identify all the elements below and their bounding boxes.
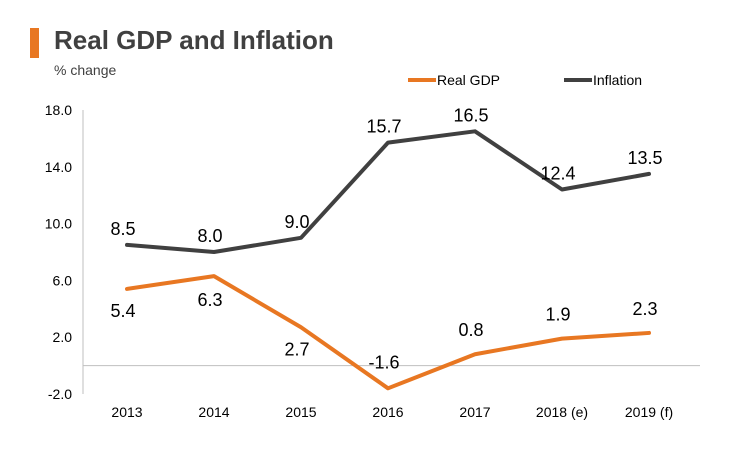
y-tick-label: 18.0 [45, 102, 72, 118]
y-tick-label: -2.0 [48, 386, 72, 402]
x-tick-label: 2014 [198, 404, 229, 420]
inflation-data-label: 12.4 [540, 164, 575, 184]
legend-label-real-gdp: Real GDP [437, 72, 500, 88]
real-gdp-data-label: 0.8 [458, 320, 483, 340]
inflation-data-label: 16.5 [453, 105, 488, 125]
x-tick-label: 2019 (f) [625, 404, 673, 420]
y-tick-label: 6.0 [53, 272, 73, 288]
x-tick-label: 2017 [459, 404, 490, 420]
inflation-data-label: 13.5 [627, 148, 662, 168]
x-tick-label: 2016 [372, 404, 403, 420]
inflation-line [125, 129, 651, 254]
inflation-data-label: 15.7 [366, 117, 401, 137]
real-gdp-data-label: 5.4 [110, 301, 135, 321]
y-tick-label: 14.0 [45, 159, 72, 175]
real-gdp-data-label: 1.9 [545, 305, 570, 325]
real-gdp-data-label: -1.6 [368, 352, 399, 372]
legend-label-inflation: Inflation [593, 72, 642, 88]
x-tick-label: 2018 (e) [536, 404, 588, 420]
chart-subtitle: % change [54, 62, 117, 78]
y-tick-label: 10.0 [45, 216, 72, 232]
real-gdp-line [125, 274, 651, 391]
real-gdp-data-label: 2.7 [284, 339, 309, 359]
real-gdp-data-label: 2.3 [632, 299, 657, 319]
real-gdp-data-label: 6.3 [197, 290, 222, 310]
x-tick-label: 2015 [285, 404, 316, 420]
inflation-data-label: 9.0 [284, 212, 309, 232]
x-tick-label: 2013 [111, 404, 142, 420]
chart-title: Real GDP and Inflation [54, 25, 334, 55]
y-tick-label: 2.0 [53, 329, 73, 345]
title-accent-bar [30, 28, 39, 58]
inflation-data-label: 8.5 [110, 219, 135, 239]
inflation-data-label: 8.0 [197, 226, 222, 246]
